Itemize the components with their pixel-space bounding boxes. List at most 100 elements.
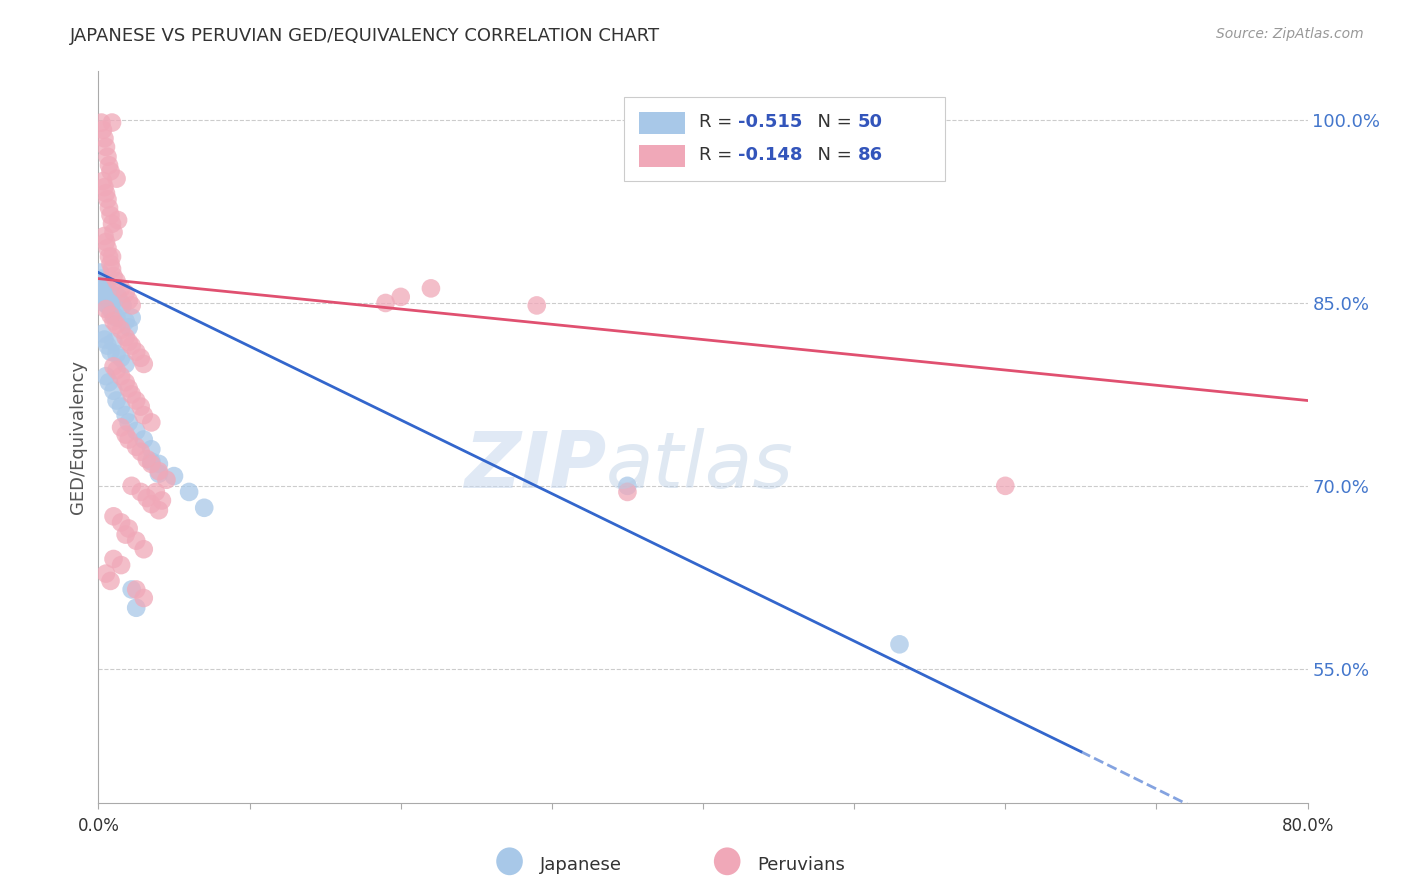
Point xyxy=(93,228,115,243)
Text: Peruvians: Peruvians xyxy=(758,856,845,874)
Point xyxy=(135,452,157,467)
Text: N =: N = xyxy=(806,146,858,164)
Point xyxy=(101,296,124,310)
Point xyxy=(94,369,117,384)
Point xyxy=(103,334,125,349)
Point xyxy=(132,433,155,447)
Point xyxy=(100,301,122,317)
Point xyxy=(125,533,148,548)
Text: -0.148: -0.148 xyxy=(738,146,803,164)
Point xyxy=(91,326,114,341)
Point xyxy=(100,344,122,359)
Point xyxy=(101,250,124,264)
Point xyxy=(129,444,152,458)
Point xyxy=(110,558,132,573)
Point xyxy=(103,225,125,239)
Point xyxy=(101,261,124,276)
Point xyxy=(96,298,118,312)
Point xyxy=(91,290,114,304)
Point xyxy=(94,290,117,304)
Point xyxy=(110,369,132,384)
Text: N =: N = xyxy=(806,112,858,131)
Point xyxy=(90,271,112,285)
Point xyxy=(121,298,143,312)
Ellipse shape xyxy=(714,847,741,875)
Point xyxy=(93,333,115,347)
Point xyxy=(98,293,121,308)
Point xyxy=(107,290,129,304)
Point xyxy=(129,485,152,500)
Point xyxy=(121,310,143,325)
Point xyxy=(111,298,134,312)
Point xyxy=(420,281,443,295)
Point xyxy=(94,301,117,317)
Point xyxy=(118,433,141,447)
Point xyxy=(114,357,136,371)
Point xyxy=(103,308,125,322)
Point xyxy=(125,393,148,408)
Point xyxy=(101,115,124,129)
Point xyxy=(121,387,143,401)
Point xyxy=(98,158,121,172)
Point xyxy=(145,485,167,500)
Point xyxy=(125,424,148,438)
Point xyxy=(193,500,215,515)
Point xyxy=(93,296,115,310)
Point xyxy=(103,314,125,328)
Point xyxy=(93,131,115,145)
Point xyxy=(141,454,163,468)
Point xyxy=(141,497,163,511)
Point xyxy=(105,393,128,408)
Point xyxy=(141,416,163,430)
Point xyxy=(100,164,122,178)
Point xyxy=(179,485,201,500)
Point xyxy=(105,347,128,361)
Text: atlas: atlas xyxy=(606,428,794,504)
Point xyxy=(110,420,132,434)
Point xyxy=(616,485,638,500)
Point xyxy=(110,323,132,337)
Point xyxy=(114,286,136,301)
Text: 0.0%: 0.0% xyxy=(77,817,120,836)
Point xyxy=(90,115,112,129)
Point xyxy=(110,296,132,310)
Point xyxy=(135,491,157,505)
Point xyxy=(94,235,117,249)
Point xyxy=(98,201,121,215)
Point xyxy=(889,637,911,651)
Text: Source: ZipAtlas.com: Source: ZipAtlas.com xyxy=(1216,27,1364,41)
Point xyxy=(96,150,118,164)
Text: 80.0%: 80.0% xyxy=(1281,817,1334,836)
FancyBboxPatch shape xyxy=(624,97,945,181)
Point xyxy=(148,467,170,481)
Point xyxy=(118,521,141,535)
Point xyxy=(103,552,125,566)
Point xyxy=(994,479,1017,493)
Point xyxy=(103,269,125,284)
Point xyxy=(132,591,155,605)
Point xyxy=(100,208,122,222)
Point xyxy=(148,464,170,478)
Bar xyxy=(638,145,685,167)
Point xyxy=(103,509,125,524)
Point xyxy=(132,542,155,557)
Point xyxy=(91,174,114,188)
Text: 50: 50 xyxy=(858,112,883,131)
Text: R =: R = xyxy=(699,146,738,164)
Point xyxy=(100,574,122,588)
Point xyxy=(526,298,548,312)
Text: Japanese: Japanese xyxy=(540,856,621,874)
Point xyxy=(114,330,136,344)
Point xyxy=(110,281,132,295)
Point xyxy=(121,339,143,353)
Point xyxy=(374,296,396,310)
Point xyxy=(141,442,163,457)
Text: 86: 86 xyxy=(858,146,883,164)
Point xyxy=(107,213,129,227)
Point xyxy=(118,334,141,349)
Text: -0.515: -0.515 xyxy=(738,112,803,131)
Point xyxy=(141,457,163,471)
Point xyxy=(105,318,128,332)
Point xyxy=(118,416,141,430)
Point xyxy=(105,171,128,186)
